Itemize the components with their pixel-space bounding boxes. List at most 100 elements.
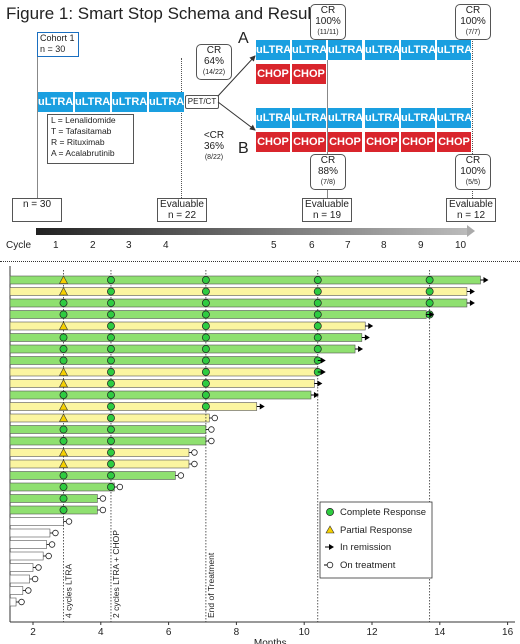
pr-marker [59, 275, 69, 284]
cr-marker [313, 276, 322, 284]
abbr-line: L = Lenalidomide [51, 115, 116, 125]
abbreviation-box: L = Lenalidomide T = Tafasitamab R = Rit… [47, 114, 134, 164]
cr-frac: (11/11) [317, 29, 339, 36]
legend-label: In remission [340, 542, 391, 553]
cr-marker [313, 287, 322, 296]
cr-marker [201, 379, 210, 388]
cr-marker [107, 437, 115, 445]
cycle-label: 9 [418, 240, 424, 251]
remission-arrow [313, 392, 319, 398]
cr-marker [201, 287, 210, 296]
swimmer-bar [9, 563, 34, 572]
cr-pct: 36% [203, 141, 224, 152]
ultra-cycle-1: uLTRA [38, 92, 73, 112]
section-divider [0, 261, 520, 262]
cr-marker [107, 448, 115, 457]
swimmer-bar [9, 597, 17, 607]
guide-line [181, 58, 182, 200]
cr-marker [313, 322, 322, 330]
cohort-label: Cohort 1 [40, 33, 75, 43]
cr-frac: (5/5) [465, 179, 481, 186]
cr-marker [201, 391, 210, 399]
treatment-marker [25, 587, 32, 594]
cr-marker [107, 414, 115, 422]
cr-marker [59, 299, 68, 307]
cr-marker [201, 276, 210, 284]
arm-b-chop-4: CHOP [365, 132, 399, 152]
pr-marker [59, 401, 69, 411]
abbr-line: T = Tafasitamab [51, 126, 112, 136]
ultra-cycle-2: uLTRA [75, 92, 110, 112]
cr-marker [107, 379, 115, 388]
cr-marker [107, 483, 115, 491]
cr-marker [59, 471, 68, 480]
cr-box-a-mid: CR 100% (11/11) [310, 4, 346, 40]
ultra-cycle-3: uLTRA [112, 92, 147, 112]
pr-marker [59, 459, 69, 468]
x-tick-label: 6 [166, 627, 172, 638]
cr-pct: 100% [315, 16, 341, 27]
cr-box-upper: CR 64% (14/22) [196, 44, 232, 80]
arm-b-ultra-5: uLTRA [401, 108, 436, 128]
swimmer-bar [9, 379, 315, 388]
remission-arrow [469, 288, 475, 295]
petct-box: PET/CT [185, 95, 219, 109]
arm-a-ultra-2: uLTRA [292, 40, 327, 60]
cycle-label: 6 [309, 240, 315, 251]
remission-arrow [368, 323, 374, 329]
cr-marker [201, 299, 210, 307]
cr-marker [59, 437, 68, 445]
cycle-label: 10 [455, 240, 467, 251]
cycle-label: 4 [163, 240, 169, 251]
remission-arrow [429, 311, 435, 318]
swimmer-bar [9, 505, 98, 515]
n-box-line: n = 19 [312, 210, 342, 221]
n-box-line: n = 22 [167, 210, 197, 221]
cr-marker [107, 391, 115, 399]
cr-marker [107, 322, 115, 330]
x-tick-label: 12 [366, 627, 378, 638]
cr-marker [59, 310, 68, 319]
arm-b-chop-1: CHOP [256, 132, 290, 152]
treatment-marker [35, 564, 42, 571]
arm-b-chop-6: CHOP [437, 132, 471, 152]
figure-title: Figure 1: Smart Stop Schema and Results [6, 4, 325, 23]
n-box-line: n = 12 [456, 210, 486, 221]
cr-label: CR [465, 155, 481, 166]
n-box: Evaluable n = 19 [302, 198, 352, 222]
x-tick-label: 2 [30, 627, 36, 638]
treatment-marker [208, 437, 215, 445]
cr-box-a-end: CR 100% (7/7) [455, 4, 491, 40]
cr-marker [425, 276, 434, 284]
arm-b-chop-2: CHOP [292, 132, 326, 152]
cohort-n: n = 30 [40, 44, 66, 54]
treatment-marker [208, 426, 215, 433]
swimmer-bar [9, 471, 176, 480]
cr-marker [59, 356, 68, 365]
treatment-marker [116, 483, 124, 491]
arm-a-ultra-6: uLTRA [437, 40, 472, 60]
cr-pct: 100% [460, 166, 486, 177]
swimmer-bar [9, 287, 468, 296]
swimmer-bar [9, 275, 481, 285]
remission-arrow [320, 357, 326, 364]
pr-marker [59, 413, 69, 422]
remission-arrow [317, 380, 323, 387]
cr-label: CR [320, 5, 336, 16]
cr-marker [201, 310, 210, 319]
cr-marker [107, 299, 115, 307]
cr-marker [107, 402, 115, 411]
cycle-label: 7 [345, 240, 351, 251]
treatment-marker [31, 575, 39, 583]
treatment-marker [99, 495, 107, 502]
cr-marker [201, 368, 210, 376]
treatment-marker [177, 472, 185, 479]
cr-marker [107, 287, 115, 296]
treatment-marker [45, 552, 52, 560]
cr-marker [201, 345, 210, 353]
cr-marker [107, 471, 115, 480]
cr-marker [59, 333, 68, 342]
milestone-label: End of Treatment [206, 552, 216, 618]
swimmer-bar [9, 310, 427, 319]
arm-b-label: B [238, 140, 249, 157]
